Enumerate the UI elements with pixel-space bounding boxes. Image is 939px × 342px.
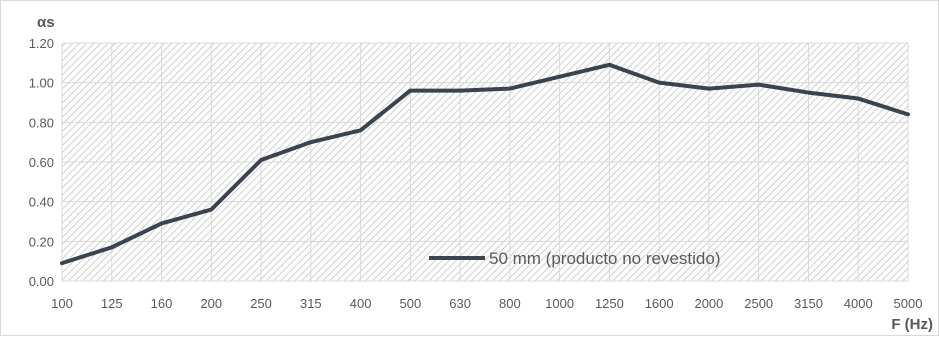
x-tick-label: 500 [400, 296, 422, 311]
y-tick-label: 0.20 [29, 234, 54, 249]
x-tick-label: 100 [51, 296, 73, 311]
x-tick-label: 5000 [894, 296, 923, 311]
x-tick-label: 250 [250, 296, 272, 311]
x-tick-label: 1000 [545, 296, 574, 311]
y-tick-label: 0.80 [29, 115, 54, 130]
y-tick-label: 0.60 [29, 155, 54, 170]
x-tick-label: 315 [300, 296, 322, 311]
legend-label: 50 mm (producto no revestido) [489, 249, 721, 268]
y-tick-labels: 0.00 0.20 0.40 0.60 0.80 1.00 1.20 [29, 36, 54, 289]
y-tick-label: 0.00 [29, 274, 54, 289]
y-tick-label: 1.20 [29, 36, 54, 51]
x-tick-label: 2500 [744, 296, 773, 311]
x-tick-label: 1600 [645, 296, 674, 311]
x-tick-label: 400 [350, 296, 372, 311]
x-tick-label: 160 [151, 296, 173, 311]
x-tick-label: 1250 [595, 296, 624, 311]
x-tick-label: 630 [449, 296, 471, 311]
x-tick-labels: 100 125 160 200 250 315 400 500 630 800 1000 1250 16… [51, 296, 922, 311]
y-axis-title: αs [37, 14, 55, 31]
x-tick-label: 3150 [794, 296, 823, 311]
x-tick-label: 2000 [694, 296, 723, 311]
x-tick-label: 125 [101, 296, 123, 311]
x-tick-label: 200 [200, 296, 222, 311]
x-tick-label: 800 [499, 296, 521, 311]
x-tick-label: 4000 [844, 296, 873, 311]
y-tick-label: 0.40 [29, 195, 54, 210]
x-axis-title: F (Hz) [891, 316, 933, 333]
y-tick-label: 1.00 [29, 76, 54, 91]
